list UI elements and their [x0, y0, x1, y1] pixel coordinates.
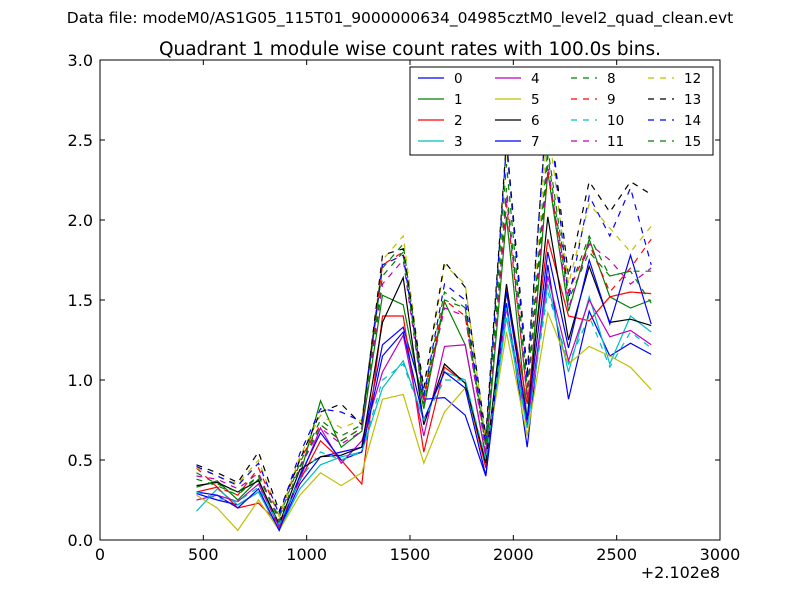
series-line-11	[196, 163, 652, 523]
series-line-5	[196, 310, 652, 532]
legend-label-2: 2	[454, 113, 463, 129]
series-line-13	[196, 99, 652, 513]
legend-label-0: 0	[454, 71, 463, 87]
legend-label-7: 7	[531, 134, 540, 150]
legend-label-9: 9	[607, 92, 616, 108]
x-tick-label: 3000	[700, 545, 741, 564]
legend-label-8: 8	[607, 71, 616, 87]
x-tick-label: 2500	[596, 545, 637, 564]
series-line-9	[196, 171, 652, 518]
series-line-10	[196, 291, 652, 526]
y-tick-label: 1.5	[68, 291, 93, 310]
series-line-8	[196, 147, 652, 520]
y-tick-label: 1.0	[68, 371, 93, 390]
series-line-6	[196, 216, 652, 526]
chart-title: Quadrant 1 module wise count rates with …	[159, 39, 661, 60]
legend-label-14: 14	[684, 113, 701, 129]
y-tick-label: 0.0	[68, 531, 93, 550]
legend-label-10: 10	[607, 113, 624, 129]
x-offset-label: +2.102e8	[641, 563, 720, 582]
legend-label-12: 12	[684, 71, 701, 87]
y-tick-label: 2.5	[68, 131, 93, 150]
legend-label-1: 1	[454, 92, 463, 108]
legend-label-11: 11	[607, 134, 624, 150]
legend-label-13: 13	[684, 92, 701, 108]
x-tick-label: 2000	[493, 545, 534, 564]
axis-ticks: 0 500 1000 1500 2000 2500 3000 0.0 0.5 1.0 1.5 2.0 2…	[68, 51, 741, 564]
x-tick-label: 1000	[286, 545, 327, 564]
legend-label-15: 15	[684, 134, 701, 150]
series-line-15	[196, 155, 652, 523]
x-tick-label: 1500	[390, 545, 431, 564]
x-tick-label: 500	[188, 545, 219, 564]
series-layer	[196, 95, 652, 532]
series-line-14	[196, 95, 652, 517]
y-tick-label: 3.0	[68, 51, 93, 70]
y-tick-label: 0.5	[68, 451, 93, 470]
legend-label-3: 3	[454, 134, 463, 150]
legend-label-6: 6	[531, 113, 540, 129]
series-line-1	[196, 171, 652, 529]
y-tick-label: 2.0	[68, 211, 93, 230]
legend-label-4: 4	[531, 71, 540, 87]
figure-suptitle: Data file: modeM0/AS1G05_115T01_90000006…	[66, 9, 734, 27]
legend-label-5: 5	[531, 92, 540, 108]
x-tick-label: 0	[95, 545, 105, 564]
legend-box	[409, 66, 714, 156]
